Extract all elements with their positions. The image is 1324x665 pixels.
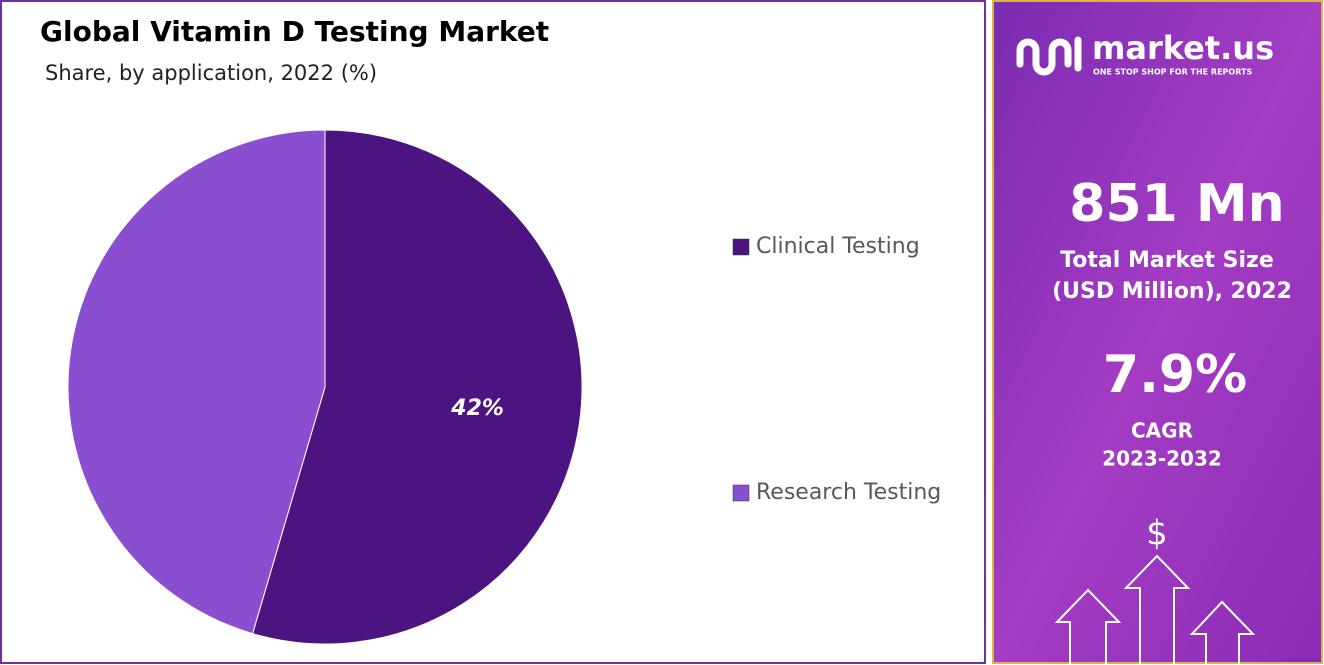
legend-label: Research Testing <box>756 480 941 505</box>
cagr-period: 2023-2032 <box>1102 447 1222 471</box>
growth-arrows <box>1054 554 1256 665</box>
market-size-label: Total Market Size <box>1060 248 1274 273</box>
legend-swatch <box>732 484 750 502</box>
brand-logo <box>1016 36 1082 76</box>
market-size-label: (USD Million), 2022 <box>1052 279 1292 304</box>
legend-label: Clinical Testing <box>756 234 920 259</box>
brand-tagline: ONE STOP SHOP FOR THE REPORTS <box>1093 68 1252 77</box>
chart-title: Global Vitamin D Testing Market <box>40 15 549 48</box>
pie-slice <box>67 129 326 635</box>
info-panel <box>992 0 1323 664</box>
cagr-value: 7.9% <box>1103 345 1247 405</box>
market-size: 851 Mn <box>1069 174 1284 234</box>
brand-name: market.us <box>1092 29 1274 67</box>
data-label: 42% <box>450 396 504 421</box>
pie-slice <box>251 129 583 645</box>
chart-subtitle: Share, by application, 2022 (%) <box>45 61 377 85</box>
cagr-label: CAGR <box>1131 419 1193 443</box>
currency-icon: $ <box>1146 514 1168 554</box>
legend-swatch <box>732 238 750 256</box>
